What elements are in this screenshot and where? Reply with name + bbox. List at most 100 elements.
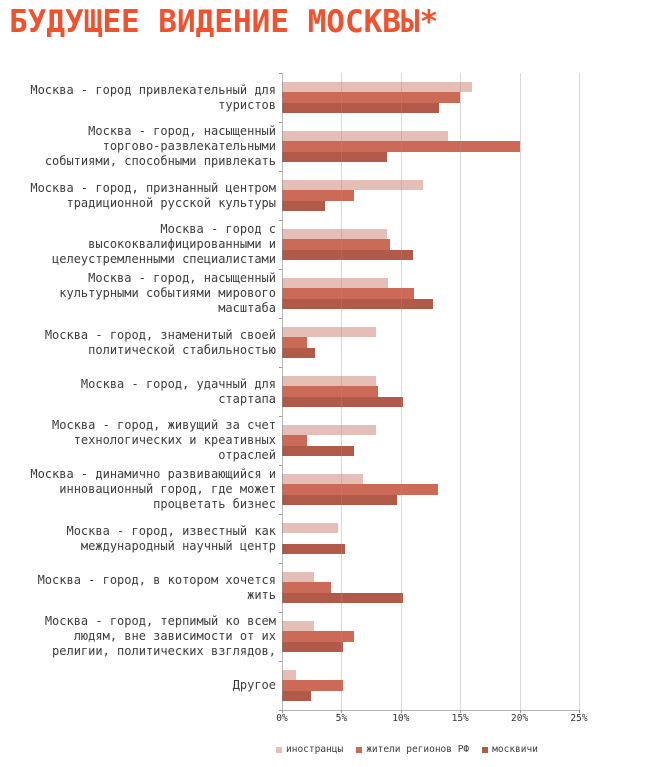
bar-иностранцы: [282, 522, 338, 534]
category-label-line: Москва - город, знаменитый своей: [44, 327, 276, 342]
bar-group: [282, 220, 579, 269]
legend-item: жители регионов РФ: [356, 744, 469, 755]
bar-москвичи: [282, 249, 413, 261]
legend-label: иностранцы: [286, 744, 344, 755]
bar-иностранцы: [282, 424, 376, 436]
category-row: Москва - город с высококвалифицированными…: [0, 220, 650, 269]
x-axis-tick-label: 5%: [335, 713, 348, 724]
bar-иностранцы: [282, 571, 315, 583]
bar-москвичи: [282, 102, 439, 114]
category-label: Москва - город с высококвалифицированными…: [0, 220, 276, 269]
bar-жители-регионов-рф: [282, 92, 461, 103]
category-label-line: Другое: [232, 678, 276, 692]
category-label-line: событиями, способными привлекать: [44, 154, 276, 168]
category-label-line: торгово-развлекательными: [102, 139, 276, 153]
category-label-line: туристов: [218, 97, 276, 112]
category-label-line: стартапа: [218, 391, 276, 406]
legend-item: иностранцы: [276, 744, 343, 755]
bar-иностранцы: [282, 620, 315, 632]
bar-москвичи: [282, 641, 343, 653]
legend-swatch-icon: [276, 746, 282, 753]
category-label-line: Москва - город, живущий за счет: [52, 418, 276, 432]
x-axis-tick-label: 15%: [451, 713, 469, 724]
bar-иностранцы: [282, 130, 449, 142]
bar-иностранцы: [282, 375, 376, 387]
legend-label: жители регионов РФ: [366, 744, 470, 755]
category-row: Москва - город, признанный центром традиц…: [0, 171, 650, 220]
category-label-line: Москва - город, терпимый ко всем: [44, 614, 276, 628]
category-label: Москва - динамично развивающийся и иннова…: [0, 465, 276, 514]
bar-москвичи: [282, 690, 311, 702]
legend-item: москвичи: [482, 744, 538, 755]
category-row: Москва - город, известный как международн…: [0, 514, 650, 563]
category-label-line: политической стабильностью: [88, 342, 276, 357]
bar-москвичи: [282, 200, 325, 212]
bar-иностранцы: [282, 473, 363, 485]
bar-group: [282, 514, 579, 563]
x-axis-tick-label: 0%: [276, 713, 288, 724]
category-label-line: Москва - город, насыщенный: [88, 124, 276, 138]
category-label: Москва - город, удачный для стартапа: [0, 367, 276, 416]
bar-москвичи: [282, 592, 404, 604]
bar-москвичи: [282, 298, 433, 310]
bar-group: [282, 269, 579, 318]
bar-group: [282, 73, 579, 122]
category-label: Москва - город, известный как международн…: [0, 514, 276, 563]
category-label: Москва - город привлекательный для турист…: [0, 73, 276, 122]
bar-group: [282, 416, 579, 465]
category-row: Москва - динамично развивающийся и иннова…: [0, 465, 650, 514]
category-label-line: инновационный город, где может: [59, 482, 276, 496]
bar-жители-регионов-рф: [282, 337, 307, 348]
bar-group: [282, 661, 579, 710]
bar-жители-регионов-рф: [282, 680, 343, 691]
bar-group: [282, 122, 579, 171]
category-row: Другое: [0, 661, 650, 710]
category-label-line: Москва - город, удачный для: [80, 376, 276, 391]
category-label-line: Москва - город привлекательный для: [30, 82, 276, 97]
bar-group: [282, 612, 579, 661]
bar-жители-регионов-рф: [282, 288, 414, 299]
category-label-line: международный научный центр: [80, 538, 276, 553]
category-row: Москва - город, насыщенный торгово-развле…: [0, 122, 650, 171]
bar-жители-регионов-рф: [282, 631, 355, 642]
bar-group: [282, 367, 579, 416]
category-label: Другое: [0, 661, 276, 710]
category-label: Москва - город, живущий за счет технологи…: [0, 416, 276, 465]
category-row: Москва - город, терпимый ко всем людям, в…: [0, 612, 650, 661]
bar-group: [282, 171, 579, 220]
category-row: Москва - город, удачный для стартапа: [0, 367, 650, 416]
legend-swatch-icon: [482, 746, 489, 753]
bar-москвичи: [282, 543, 345, 555]
category-row: Москва - город, насыщенный культурными со…: [0, 269, 650, 318]
category-label-line: процветать бизнес: [153, 497, 276, 511]
x-axis-tick-labels: 0% 5% 10% 15% 20% 25%: [0, 713, 650, 727]
x-axis-tick-label: 20%: [511, 713, 529, 724]
category-label: Москва - город, признанный центром традиц…: [0, 171, 276, 220]
legend-swatch-icon: [356, 746, 363, 753]
category-label-line: Москва - город с: [160, 222, 276, 236]
category-label: Москва - город, насыщенный культурными со…: [0, 269, 276, 318]
bar-group: [282, 563, 579, 612]
bar-иностранцы: [282, 326, 376, 338]
category-label-line: высококвалифицированными и: [88, 237, 276, 251]
category-label: Москва - город, в котором хочется жить: [0, 563, 276, 612]
x-axis-tick-label: 10%: [392, 713, 410, 724]
category-label-line: технологических и креативных: [73, 433, 276, 447]
bar-жители-регионов-рф: [282, 386, 379, 397]
bar-жители-регионов-рф: [282, 190, 355, 201]
category-label-line: религии, политических взглядов,: [52, 644, 276, 658]
bar-москвичи: [282, 396, 404, 408]
bar-иностранцы: [282, 277, 388, 289]
bar-group: [282, 465, 579, 514]
category-label-line: традиционной русской культуры: [66, 195, 276, 210]
category-label: Москва - город, насыщенный торгово-развле…: [0, 122, 276, 171]
category-row: Москва - город привлекательный для турист…: [0, 73, 650, 122]
category-label-line: культурными событиями мирового: [59, 286, 276, 300]
x-axis-line: [282, 710, 579, 711]
y-axis-tick-mark: [279, 710, 282, 711]
bar-москвичи: [282, 494, 398, 506]
category-label-line: отраслей: [218, 448, 276, 462]
chart-legend: иностранцы жители регионов РФ москвичи: [276, 744, 538, 755]
bar-жители-регионов-рф: [282, 435, 307, 446]
